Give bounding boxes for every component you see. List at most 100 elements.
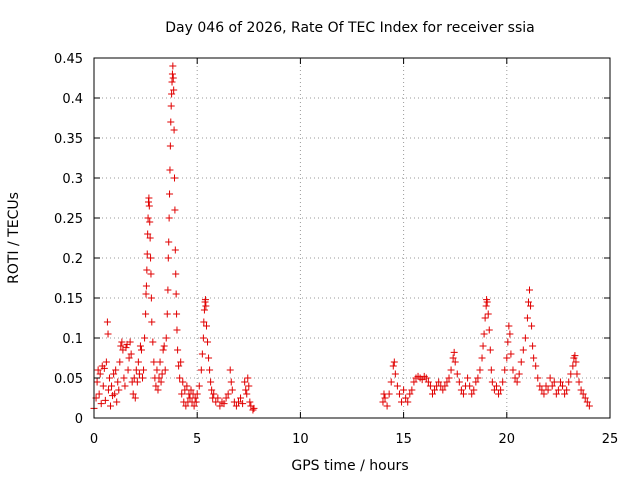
data-point bbox=[175, 362, 183, 370]
data-point bbox=[511, 374, 519, 382]
data-point bbox=[178, 390, 186, 398]
data-point bbox=[390, 358, 398, 366]
data-point bbox=[118, 338, 126, 346]
data-point bbox=[202, 302, 210, 310]
data-point bbox=[540, 390, 548, 398]
data-point bbox=[173, 310, 181, 318]
data-point bbox=[113, 398, 121, 406]
data-point bbox=[241, 378, 249, 386]
data-point bbox=[483, 298, 491, 306]
data-point bbox=[147, 270, 155, 278]
data-point bbox=[193, 390, 201, 398]
data-point bbox=[492, 382, 500, 390]
data-point bbox=[146, 234, 154, 242]
data-point bbox=[114, 378, 122, 386]
data-point bbox=[145, 194, 153, 202]
data-point bbox=[182, 402, 190, 410]
data-point bbox=[567, 370, 575, 378]
data-point bbox=[565, 378, 573, 386]
data-point bbox=[116, 358, 124, 366]
data-point bbox=[424, 378, 432, 386]
data-point bbox=[103, 318, 111, 326]
data-point bbox=[395, 390, 403, 398]
data-point bbox=[172, 290, 180, 298]
data-point bbox=[445, 374, 453, 382]
data-point bbox=[141, 334, 149, 342]
data-point bbox=[131, 394, 139, 402]
data-point bbox=[170, 86, 178, 94]
data-point bbox=[167, 102, 175, 110]
data-point bbox=[381, 394, 389, 402]
data-point bbox=[472, 378, 480, 386]
data-point bbox=[393, 382, 401, 390]
y-tick-label: 0 bbox=[75, 412, 83, 427]
data-point bbox=[139, 374, 147, 382]
data-point bbox=[487, 366, 495, 374]
plot-frame bbox=[93, 57, 611, 419]
data-point bbox=[164, 286, 172, 294]
data-point bbox=[212, 398, 220, 406]
data-point bbox=[143, 266, 151, 274]
data-point bbox=[563, 386, 571, 394]
data-point bbox=[140, 366, 148, 374]
data-point bbox=[579, 390, 587, 398]
data-point bbox=[216, 402, 224, 410]
data-point bbox=[561, 390, 569, 398]
data-point bbox=[152, 382, 160, 390]
data-point bbox=[200, 318, 208, 326]
data-point bbox=[451, 358, 459, 366]
data-point bbox=[232, 402, 240, 410]
data-point bbox=[110, 370, 118, 378]
data-point bbox=[528, 322, 536, 330]
data-point bbox=[428, 390, 436, 398]
y-tick-label: 0.4 bbox=[62, 92, 83, 107]
data-point bbox=[164, 254, 172, 262]
data-point bbox=[174, 346, 182, 354]
data-point bbox=[160, 342, 168, 350]
data-point bbox=[513, 378, 521, 386]
data-point bbox=[207, 378, 215, 386]
data-point bbox=[120, 374, 128, 382]
data-point bbox=[177, 358, 185, 366]
data-point bbox=[581, 394, 589, 402]
data-point bbox=[147, 254, 155, 262]
data-point bbox=[183, 382, 191, 390]
data-point bbox=[168, 78, 176, 86]
data-point bbox=[127, 350, 135, 358]
data-point bbox=[484, 310, 492, 318]
data-point bbox=[133, 378, 141, 386]
ticks bbox=[93, 57, 611, 419]
data-point bbox=[435, 378, 443, 386]
data-point bbox=[538, 386, 546, 394]
data-point bbox=[126, 338, 134, 346]
grid bbox=[94, 58, 610, 418]
y-tick-label: 0.3 bbox=[62, 172, 83, 187]
data-point bbox=[227, 378, 235, 386]
data-point bbox=[527, 302, 535, 310]
data-point bbox=[529, 342, 537, 350]
data-point bbox=[571, 352, 579, 360]
data-point bbox=[559, 382, 567, 390]
data-point bbox=[479, 342, 487, 350]
data-point bbox=[197, 366, 205, 374]
data-point bbox=[426, 382, 434, 390]
data-point bbox=[206, 366, 214, 374]
data-point bbox=[504, 338, 512, 346]
data-point bbox=[125, 354, 133, 362]
data-point bbox=[250, 404, 258, 412]
data-point bbox=[391, 370, 399, 378]
data-point bbox=[524, 298, 532, 306]
data-point bbox=[552, 390, 560, 398]
data-point bbox=[220, 400, 228, 408]
data-point bbox=[526, 286, 534, 294]
data-point bbox=[398, 398, 406, 406]
data-point bbox=[165, 214, 173, 222]
data-point bbox=[507, 350, 515, 358]
data-point bbox=[176, 374, 184, 382]
data-point bbox=[234, 398, 242, 406]
data-point bbox=[210, 390, 218, 398]
data-point bbox=[168, 70, 176, 78]
y-tick-label: 0.2 bbox=[62, 252, 83, 267]
data-point bbox=[585, 402, 593, 410]
data-point bbox=[155, 374, 163, 382]
